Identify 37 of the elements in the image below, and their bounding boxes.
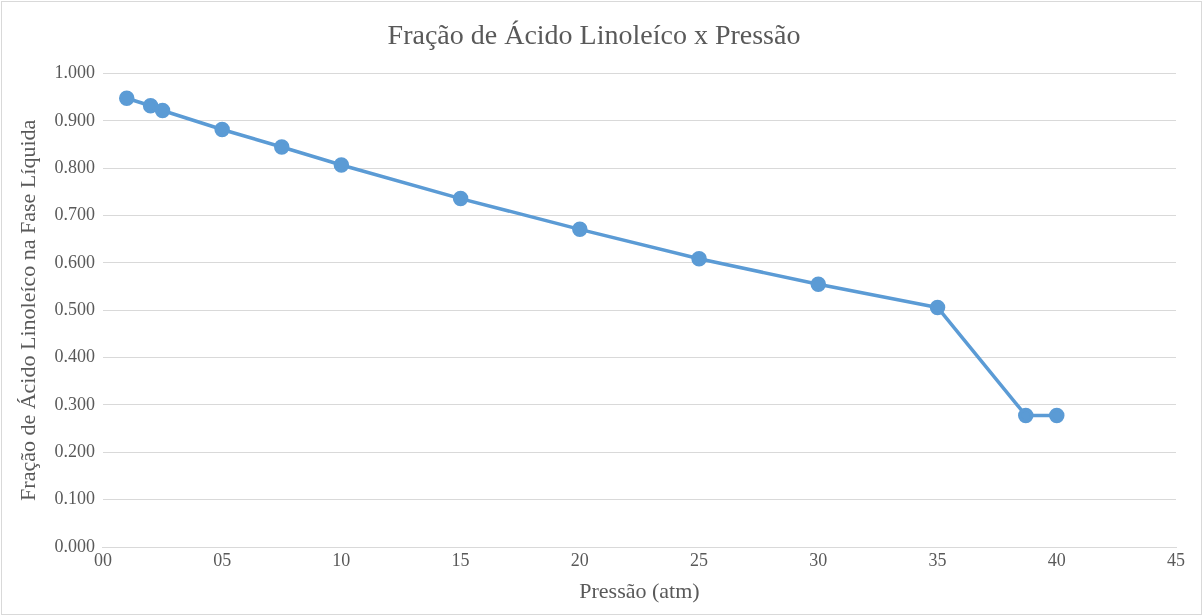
x-tick-label: 30 [809,549,828,570]
point [274,139,290,155]
y-tick-label: 0.800 [54,157,95,178]
point [142,98,159,114]
point [119,90,135,106]
point [572,221,588,238]
chart-title: Fração de Ácido Linoleíco x Pressão [387,19,801,51]
x-tick-label: 35 [928,549,947,570]
y-tick-label: 0.700 [54,204,95,225]
y-tick-label: 0.500 [54,299,95,320]
x-tick-label: 45 [1167,549,1185,570]
point [214,121,230,138]
y-tick-label: 0.300 [54,393,95,414]
y-tick-label: 0.100 [54,488,95,509]
x-tick-label: 05 [213,549,232,570]
point [154,102,171,119]
y-axis-title: Fração de Ácido Linoleíco na Fase Líquida [14,119,40,501]
y-tick-label: 0.600 [54,251,95,272]
x-tick-label: 00 [93,549,112,570]
x-tick-label: 15 [451,549,470,570]
point [333,157,350,173]
x-tick-label: 25 [690,549,709,570]
point [1049,407,1065,424]
x-tick-label: 40 [1047,549,1066,570]
point [1018,407,1034,424]
y-tick-label: 0.000 [54,535,95,556]
y-tick-label: 1.000 [54,62,95,83]
x-tick-label: 20 [570,549,589,570]
y-tick-label: 0.400 [54,346,95,367]
point [929,299,946,316]
x-axis-title: Pressão (atm) [579,577,700,603]
y-tick-label: 0.900 [54,109,95,130]
point [810,276,827,293]
point [452,190,469,207]
y-tick-label: 0.200 [54,441,95,462]
x-tick-label: 10 [332,549,351,570]
point [691,250,707,267]
